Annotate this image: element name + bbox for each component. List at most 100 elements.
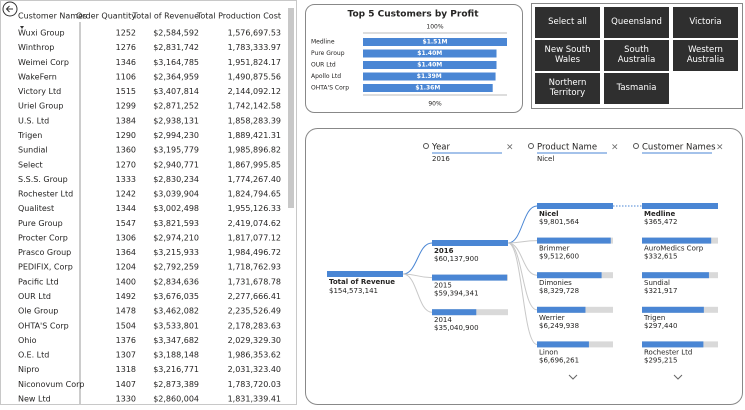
table-cell: New Ltd bbox=[18, 395, 51, 404]
bar bbox=[363, 72, 496, 81]
node-label[interactable]: Sundial bbox=[644, 279, 670, 287]
table-cell: 1,817,077.12 bbox=[228, 233, 281, 242]
slicer-button[interactable]: New South Wales bbox=[535, 40, 600, 71]
node-label[interactable]: 2016 bbox=[434, 247, 454, 255]
category-label: Apollo Ltd bbox=[311, 73, 341, 80]
node-label: Total of Revenue bbox=[329, 278, 395, 286]
table-cell: $2,871,252 bbox=[153, 102, 199, 111]
node-label[interactable]: Dimonies bbox=[539, 279, 572, 287]
table-cell: $2,994,230 bbox=[153, 131, 199, 140]
table-cell: 2,144,092.12 bbox=[228, 87, 281, 96]
table-cell: Sundial bbox=[18, 146, 48, 155]
table-cell: 1492 bbox=[116, 292, 136, 301]
sort-arrow bbox=[20, 26, 24, 29]
table-cell: OUR Ltd bbox=[18, 292, 51, 301]
node-label[interactable]: AuroMedics Corp bbox=[644, 245, 704, 253]
slicer-button[interactable]: Tasmania bbox=[604, 73, 669, 104]
scrollbar[interactable] bbox=[288, 8, 294, 208]
close-icon[interactable]: × bbox=[506, 143, 514, 153]
node-value: $9,512,600 bbox=[539, 253, 579, 261]
node-bar[interactable] bbox=[642, 237, 712, 244]
node-label[interactable]: 2015 bbox=[434, 282, 452, 290]
table-cell: $2,584,592 bbox=[153, 29, 199, 38]
node-value: $59,394,341 bbox=[434, 290, 479, 298]
category-label: Medline bbox=[311, 39, 335, 46]
table-cell: $3,039,904 bbox=[153, 190, 199, 199]
table-cell: Rochester Ltd bbox=[18, 190, 73, 199]
node-label[interactable]: Medline bbox=[644, 210, 676, 218]
back-arrow bbox=[5, 5, 13, 13]
table-cell: 1306 bbox=[116, 233, 136, 242]
table-cell: 1,742,142.58 bbox=[228, 102, 281, 111]
table-cell: Ohio bbox=[18, 336, 37, 345]
node-value: $6,696,261 bbox=[539, 356, 579, 364]
node-label[interactable]: 2014 bbox=[434, 316, 452, 324]
bar bbox=[363, 49, 497, 58]
table-cell: 1,490,875.56 bbox=[228, 72, 281, 81]
node-bar[interactable] bbox=[432, 274, 508, 281]
category-label: Pure Group bbox=[311, 50, 345, 57]
node-label[interactable]: Rochester Ltd bbox=[644, 348, 692, 356]
decomposition-tree: Total of Revenue$154,573,141 Year × 2016 201… bbox=[327, 143, 724, 380]
slicer-button[interactable]: South Australia bbox=[604, 40, 669, 71]
table-cell: Select bbox=[18, 160, 43, 169]
node-bar[interactable] bbox=[537, 306, 586, 313]
table-cell: $3,462,082 bbox=[153, 307, 199, 316]
value-label: $1.51M bbox=[423, 39, 448, 46]
node-bar[interactable] bbox=[537, 272, 602, 279]
node-value: $60,137,900 bbox=[434, 255, 479, 263]
category-label: OUR Ltd bbox=[311, 62, 336, 69]
table-cell: 1384 bbox=[116, 116, 136, 125]
table-cell: 2,419,074.62 bbox=[228, 219, 281, 228]
expand-chevron[interactable] bbox=[568, 374, 578, 380]
node-bar[interactable] bbox=[642, 272, 709, 279]
node-bar[interactable] bbox=[642, 203, 718, 209]
table-cell: 1376 bbox=[116, 336, 136, 345]
slicer-button[interactable]: Western Australia bbox=[673, 40, 738, 71]
connector bbox=[507, 205, 538, 244]
expand-chevron[interactable] bbox=[673, 374, 683, 380]
close-icon[interactable]: × bbox=[611, 143, 619, 153]
table-cell: 1318 bbox=[116, 365, 136, 374]
slicer-button[interactable]: Northern Territory bbox=[535, 73, 600, 104]
table-cell: 2,235,526.49 bbox=[228, 307, 281, 316]
axis-top-label: 100% bbox=[426, 24, 443, 31]
connector bbox=[402, 242, 433, 275]
table-cell: $3,533,801 bbox=[153, 321, 199, 330]
table-cell: $2,792,259 bbox=[153, 263, 199, 272]
table-cell: 1,718,762.93 bbox=[228, 263, 281, 272]
node-value: $332,615 bbox=[644, 253, 677, 261]
table-cell: 1,783,720.03 bbox=[228, 380, 281, 389]
node-bar[interactable] bbox=[642, 306, 704, 313]
node-bar[interactable] bbox=[327, 271, 403, 277]
table-cell: $2,830,234 bbox=[153, 175, 199, 184]
node-bar[interactable] bbox=[642, 341, 704, 348]
level-field: Year bbox=[431, 143, 451, 153]
table-cell: Nipro bbox=[18, 365, 39, 374]
table-cell: 1360 bbox=[116, 146, 136, 155]
node-label[interactable]: Nicel bbox=[539, 210, 559, 218]
table-cell: 1,985,896.82 bbox=[228, 146, 281, 155]
node-bar[interactable] bbox=[537, 341, 589, 348]
table-cell: $3,407,814 bbox=[153, 87, 199, 96]
node-label[interactable]: Werrier bbox=[539, 314, 565, 322]
close-icon[interactable]: × bbox=[716, 143, 724, 153]
table-cell: S.S.S. Group bbox=[18, 175, 68, 184]
node-bar[interactable] bbox=[537, 237, 611, 244]
node-label[interactable]: Linon bbox=[539, 348, 558, 356]
table-cell: $3,216,771 bbox=[153, 365, 199, 374]
node-label[interactable]: Trigen bbox=[643, 314, 665, 322]
node-bar[interactable] bbox=[432, 309, 477, 316]
connector bbox=[507, 242, 538, 345]
node-bar[interactable] bbox=[432, 240, 508, 246]
table-cell: 1333 bbox=[116, 175, 136, 184]
node-label[interactable]: Brimmer bbox=[539, 245, 570, 253]
level-field: Product Name bbox=[537, 143, 597, 153]
slicer-button[interactable]: Victoria bbox=[673, 7, 738, 38]
slicer-button[interactable]: Select all bbox=[535, 7, 600, 38]
connector bbox=[507, 242, 538, 311]
column-header: Order Quantity bbox=[76, 12, 136, 21]
slicer-button[interactable]: Queensland bbox=[604, 7, 669, 38]
table-cell: Ole Group bbox=[18, 307, 58, 316]
node-bar[interactable] bbox=[537, 203, 613, 209]
